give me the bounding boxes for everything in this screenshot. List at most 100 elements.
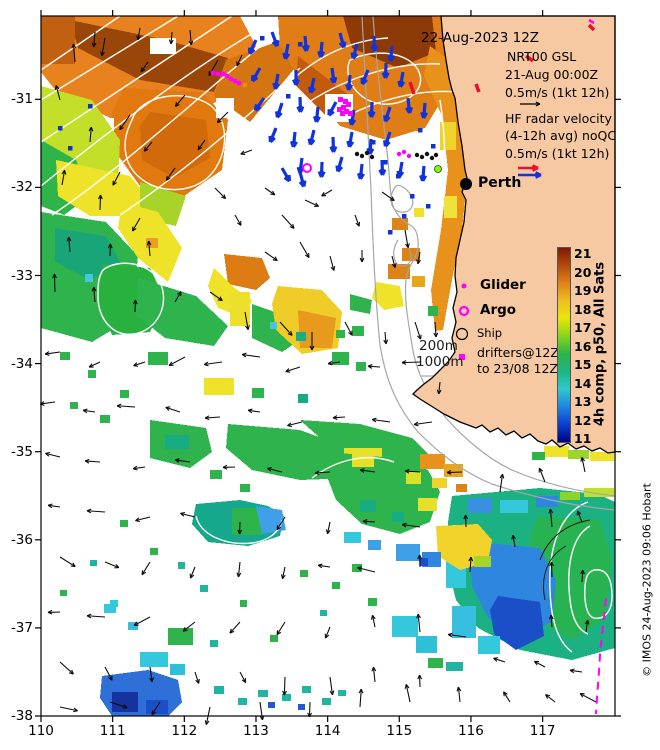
- current-arrow: [241, 354, 247, 358]
- current-arrow: [93, 31, 96, 47]
- current-arrow: [314, 471, 331, 474]
- current-arrow: [401, 362, 407, 365]
- x-axis-label: 112: [171, 723, 198, 739]
- hf-scale-arrow-blue: [535, 173, 542, 179]
- sst-patch: [85, 274, 93, 282]
- sst-patch: [120, 390, 129, 398]
- current-arrow: [383, 339, 387, 345]
- current-arrow: [414, 421, 433, 426]
- colorbar-tick-label: 20: [574, 264, 592, 280]
- observation-marker-layer: [58, 18, 607, 715]
- sst-patch: [584, 488, 614, 497]
- current-arrow: [241, 679, 246, 684]
- current-arrow: [180, 512, 185, 517]
- current-arrow: [151, 710, 154, 715]
- current-arrow: [417, 251, 421, 264]
- current-arrow: [391, 196, 395, 201]
- current-arrow: [308, 712, 313, 718]
- current-arrow: [282, 574, 286, 580]
- hf-scale-arrow-red: [532, 166, 539, 172]
- glider-track-dot: [232, 78, 238, 84]
- current-arrow: [204, 415, 210, 419]
- ssh-contour-layer: [40, 15, 613, 653]
- glider-track-dot: [215, 71, 221, 77]
- current-arrow: [72, 43, 77, 49]
- current-arrow: [217, 111, 229, 123]
- current-arrow: [308, 701, 311, 718]
- current-arrow: [143, 146, 146, 152]
- sst-patch: [204, 378, 234, 395]
- current-arrow: [82, 408, 88, 411]
- current-arrow: [580, 457, 583, 462]
- hf-radar-arrow: [307, 138, 312, 145]
- hf-radar-arrow: [282, 52, 287, 60]
- ssh-contour: [97, 262, 165, 335]
- current-arrow: [204, 416, 221, 419]
- hf-vector-scale: 0.5m/s (1kt 12h): [505, 146, 610, 161]
- current-arrow: [417, 614, 421, 633]
- current-arrow: [456, 686, 459, 692]
- glider-track-dot-orange: [242, 82, 248, 88]
- sst-patch: [140, 652, 168, 667]
- colorbar-tick-label: 18: [574, 301, 592, 317]
- current-arrow: [417, 335, 421, 340]
- glider-track-dot: [228, 76, 234, 82]
- current-arrow: [140, 69, 146, 73]
- current-arrow: [148, 240, 152, 246]
- hf-radar-vector-layer: [248, 31, 542, 188]
- current-arrow: [267, 466, 272, 469]
- red-obs-dash: [474, 83, 481, 93]
- current-arrow: [132, 299, 136, 305]
- current-arrow: [194, 671, 200, 684]
- current-arrow: [404, 470, 410, 474]
- current-arrow: [151, 701, 161, 716]
- current-arrow: [417, 554, 421, 560]
- sst-patch: [104, 604, 116, 613]
- sst-patch: [216, 98, 234, 118]
- current-arrow: [86, 613, 92, 617]
- current-arrow: [569, 668, 575, 671]
- sst-patch: [226, 424, 360, 480]
- current-arrow: [166, 177, 171, 181]
- drifter-obs-square: [418, 128, 423, 133]
- current-arrow: [359, 468, 365, 471]
- colorbar-tick-label: 12: [574, 412, 592, 428]
- current-arrow: [259, 715, 263, 721]
- current-arrow: [407, 243, 410, 248]
- current-arrow: [311, 345, 315, 351]
- current-arrow: [372, 666, 377, 672]
- current-arrow: [549, 508, 554, 514]
- sst-patch: [544, 446, 569, 457]
- current-arrow: [327, 363, 333, 366]
- current-arrow: [276, 631, 282, 636]
- sst-patch: [90, 560, 97, 566]
- hf-radar-arrow: [301, 44, 308, 52]
- current-arrow: [359, 257, 363, 263]
- current-arrow: [229, 621, 241, 634]
- current-arrow: [234, 214, 242, 226]
- current-arrow: [267, 467, 283, 473]
- current-arrow: [141, 571, 147, 576]
- current-arrow: [446, 471, 463, 474]
- current-arrow: [279, 321, 293, 336]
- current-arrow: [360, 688, 364, 694]
- current-arrow: [180, 511, 185, 514]
- current-arrow: [570, 669, 583, 673]
- current-arrow: [292, 223, 295, 229]
- drifter-obs-square: [388, 230, 393, 235]
- current-arrow: [135, 517, 140, 522]
- current-arrow: [59, 556, 76, 568]
- legend-1000m-label: 1000m: [416, 354, 464, 370]
- current-arrow: [264, 251, 278, 262]
- drifter-obs-square: [88, 104, 93, 109]
- sst-patch: [478, 636, 500, 654]
- current-arrow: [357, 567, 362, 571]
- current-arrow: [581, 569, 584, 583]
- ssh-contour: [203, 547, 261, 555]
- current-arrow: [512, 534, 516, 540]
- current-arrow: [550, 561, 553, 578]
- current-arrow: [287, 425, 292, 428]
- glider-dot: [406, 153, 412, 159]
- current-arrow: [358, 688, 362, 694]
- current-arrow: [204, 363, 209, 367]
